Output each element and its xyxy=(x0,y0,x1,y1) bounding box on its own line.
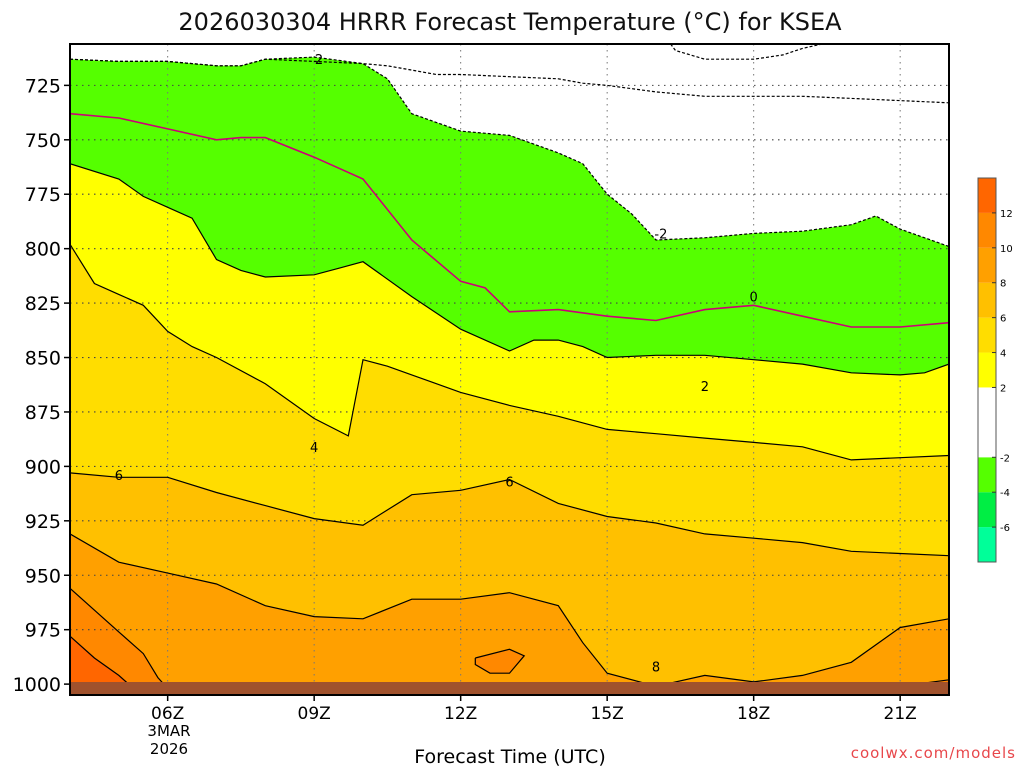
colorbar-tick-label: 8 xyxy=(1000,279,1006,290)
temperature-band-m2-c xyxy=(70,44,949,247)
contour-label: 0 xyxy=(750,291,758,306)
contour-label: 6 xyxy=(115,469,123,484)
y-tick-label: 725 xyxy=(25,75,61,97)
colorbar: -6 -4 -2 2 4 6 8 10 12 xyxy=(977,177,1013,563)
y-tick-label: 775 xyxy=(25,184,61,206)
colorbar-tick-label: -4 xyxy=(1000,488,1010,499)
x-tick-label: 18Z xyxy=(737,704,770,724)
colorbar-segment xyxy=(978,492,996,528)
colorbar-tick-label: -2 xyxy=(1000,453,1010,464)
contour-line-4-c xyxy=(70,243,949,461)
y-tick-label: 950 xyxy=(25,565,61,587)
x-tick-label: 06Z xyxy=(151,704,184,724)
contour-line-m6-c xyxy=(670,44,823,60)
y-tick-label: 750 xyxy=(25,130,61,152)
date-label-year: 2026 xyxy=(150,740,188,758)
colorbar-tick-label: 12 xyxy=(1000,209,1013,220)
x-tick-label: 15Z xyxy=(591,704,624,724)
colorbar-frame xyxy=(977,177,997,563)
plot-frame xyxy=(69,43,950,696)
contour-label: 2 xyxy=(315,53,323,68)
contour-label: 6 xyxy=(505,476,513,491)
ground-terrain-band xyxy=(70,682,949,695)
colorbar-segment xyxy=(978,247,996,283)
y-tick-label: 975 xyxy=(25,620,61,642)
contour-label: 2 xyxy=(701,380,709,395)
contour-label: 8 xyxy=(652,661,660,676)
colorbar-segment xyxy=(978,457,996,493)
y-tick-label: 1000 xyxy=(13,674,61,696)
y-tick-label: 800 xyxy=(25,239,61,261)
colorbar-segment xyxy=(978,178,996,213)
colorbar-tick-label: 6 xyxy=(1000,314,1006,325)
temperature-band-12-c xyxy=(70,636,129,689)
contour-line-8-c xyxy=(70,533,949,687)
contour-label: -2 xyxy=(654,227,667,242)
y-tick-label: 925 xyxy=(25,511,61,533)
contour-line-2-c xyxy=(70,163,949,376)
chart-title: 2026030304 HRRR Forecast Temperature (°C… xyxy=(178,8,842,36)
contour-line-10-c xyxy=(474,648,526,674)
colorbar-segment xyxy=(978,352,996,388)
x-tick-label: 21Z xyxy=(884,704,917,724)
colorbar-tick-label: 10 xyxy=(1000,244,1013,255)
contour-line-6-c xyxy=(70,472,949,557)
date-label-day: 3MAR xyxy=(147,722,190,740)
temperature-band-8-c xyxy=(70,533,949,695)
contour-line-0-c xyxy=(70,112,949,328)
x-tick-label: 09Z xyxy=(298,704,331,724)
colorbar-tick-label: -6 xyxy=(1000,523,1010,534)
y-tick-label: 850 xyxy=(25,348,61,370)
colorbar-tick-label: 2 xyxy=(1000,383,1006,394)
contour-label: 4 xyxy=(310,441,318,456)
x-axis-label: Forecast Time (UTC) xyxy=(414,746,605,768)
colorbar-segment xyxy=(978,317,996,353)
contour-line-m4-c xyxy=(70,58,949,104)
colorbar-segment xyxy=(978,212,996,248)
colorbar-segment xyxy=(978,527,996,562)
colorbar-segment xyxy=(978,387,996,458)
contour-line-m2-c xyxy=(70,56,949,248)
y-tick-label: 825 xyxy=(25,293,61,315)
colorbar-tick-label: 4 xyxy=(1000,349,1006,360)
y-tick-label: 900 xyxy=(25,456,61,478)
y-tick-label: 875 xyxy=(25,402,61,424)
watermark: coolwx.com/models xyxy=(851,744,1016,762)
colorbar-segment xyxy=(978,282,996,318)
x-tick-label: 12Z xyxy=(444,704,477,724)
